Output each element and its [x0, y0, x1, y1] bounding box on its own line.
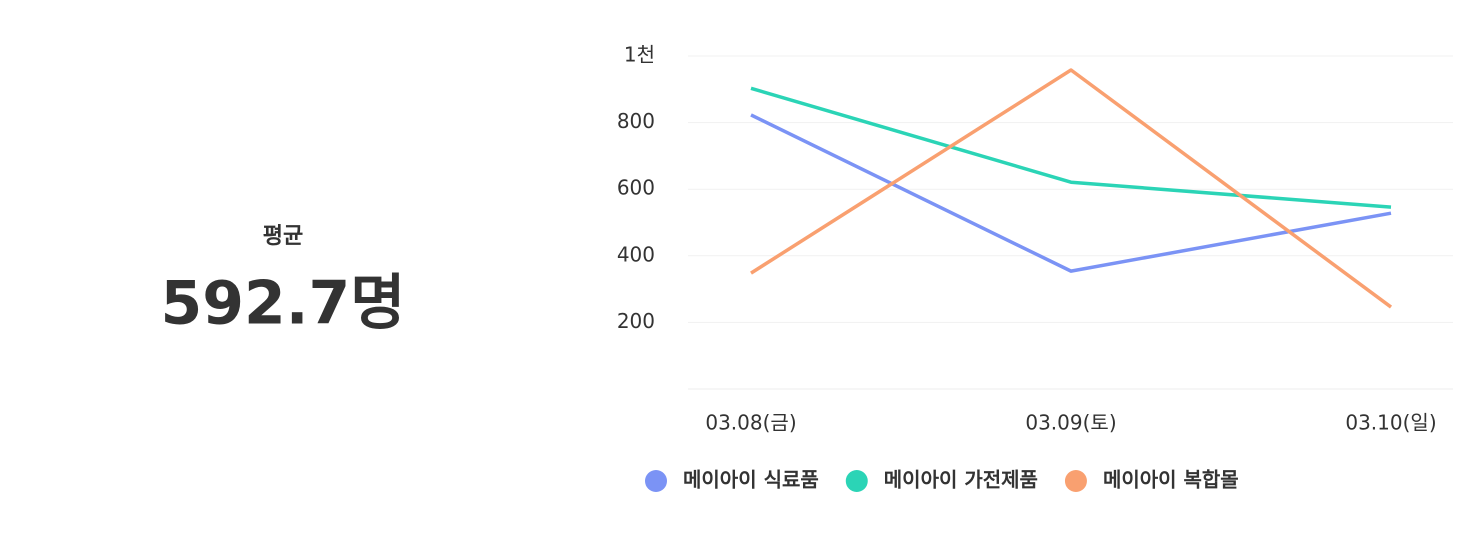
y-tick-label: 800 — [617, 109, 655, 133]
y-tick-label: 600 — [617, 176, 655, 200]
y-tick-label: 1천 — [624, 43, 655, 67]
summary-label: 평균 — [263, 224, 303, 249]
legend-label: 메이아이 가전제품 — [884, 468, 1038, 492]
y-tick-label: 400 — [617, 242, 655, 266]
legend-swatch — [845, 470, 868, 492]
line-series — [750, 86, 1392, 209]
x-tick-label: 03.08(금) — [705, 411, 796, 435]
summary-value: 592.7명 — [161, 269, 406, 339]
legend-swatch — [645, 470, 667, 492]
line-series — [750, 113, 1392, 273]
x-tick-label: 03.10(일) — [1345, 411, 1436, 435]
legend-label: 메이아이 복합몰 — [1103, 468, 1239, 492]
legend-swatch — [1064, 470, 1087, 492]
legend-label: 메이아이 식료품 — [683, 468, 819, 492]
chart: 200 400 600 800 1천 03.08(금) 03.09(토) 03.10(일) 메이… — [617, 43, 1453, 492]
y-tick-label: 200 — [617, 309, 655, 333]
x-tick-label: 03.09(토) — [1025, 411, 1116, 435]
line-series — [750, 68, 1393, 309]
